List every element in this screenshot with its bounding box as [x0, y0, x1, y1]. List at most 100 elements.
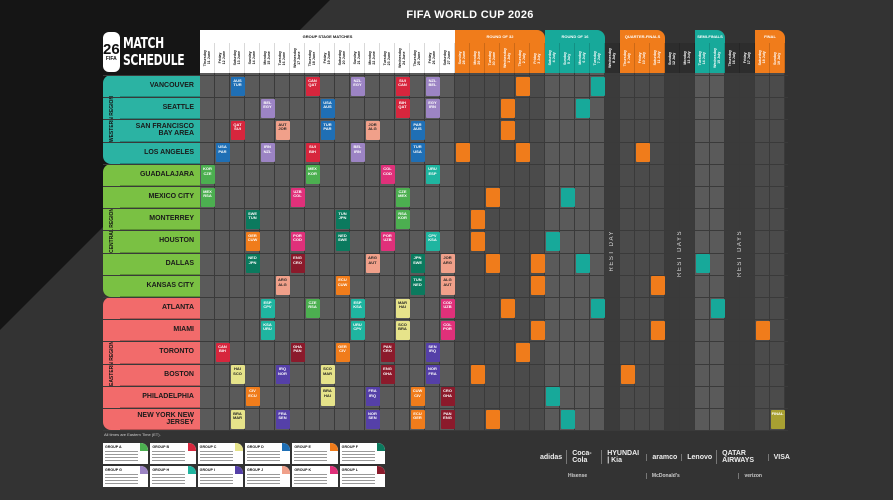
- match-cell[interactable]: [755, 320, 770, 340]
- match-cell[interactable]: IRN NZL: [260, 143, 275, 163]
- match-cell[interactable]: JOR ALG: [365, 121, 380, 140]
- match-cell[interactable]: MAR HAI: [395, 298, 410, 318]
- match-cell[interactable]: CRO GHA: [440, 387, 455, 407]
- match-cell[interactable]: MEX RSA: [200, 187, 215, 207]
- match-cell[interactable]: MEX KOR: [305, 165, 320, 185]
- match-cell[interactable]: [560, 409, 575, 429]
- match-cell[interactable]: [710, 298, 725, 318]
- match-cell[interactable]: COD UZB: [440, 298, 455, 318]
- match-cell[interactable]: ESP CPV: [260, 298, 275, 318]
- match-cell[interactable]: [470, 365, 485, 385]
- match-cell[interactable]: [590, 76, 605, 96]
- match-cell[interactable]: [470, 232, 485, 251]
- match-cell[interactable]: SCO MAR: [320, 365, 335, 385]
- match-cell[interactable]: QAT SUI: [230, 121, 245, 140]
- match-cell[interactable]: [530, 254, 545, 274]
- match-cell[interactable]: TUN NED: [410, 276, 425, 296]
- match-cell[interactable]: IRQ NOR: [275, 365, 290, 385]
- match-cell[interactable]: [485, 254, 500, 274]
- match-cell[interactable]: FRA SEN: [275, 409, 290, 429]
- match-cell[interactable]: AUS TUR: [230, 76, 245, 96]
- match-cell[interactable]: [575, 98, 590, 118]
- match-cell[interactable]: USA PAR: [215, 143, 230, 163]
- match-cell[interactable]: TUR USA: [410, 143, 425, 163]
- match-cell[interactable]: [515, 76, 530, 96]
- match-cell[interactable]: BIH QAT: [395, 98, 410, 118]
- match-cell[interactable]: ARG ALG: [275, 276, 290, 296]
- match-cell[interactable]: CAN QAT: [305, 76, 320, 96]
- match-cell[interactable]: FRA IRQ: [365, 387, 380, 407]
- match-cell[interactable]: JOR ARG: [440, 254, 455, 274]
- match-cell[interactable]: ARG AUT: [365, 254, 380, 274]
- match-cell[interactable]: JPN SWE: [410, 254, 425, 274]
- match-cell[interactable]: URU CPV: [350, 320, 365, 340]
- match-cell[interactable]: CAN BIH: [215, 343, 230, 362]
- match-cell[interactable]: NOR FRA: [425, 365, 440, 385]
- match-cell[interactable]: [530, 320, 545, 340]
- match-cell[interactable]: CZE RSA: [305, 298, 320, 318]
- match-cell[interactable]: GHA PAN: [290, 343, 305, 362]
- match-cell[interactable]: BRA MAR: [230, 409, 245, 429]
- match-cell[interactable]: [650, 320, 665, 340]
- match-cell[interactable]: ECU GER: [410, 409, 425, 429]
- match-cell[interactable]: [620, 365, 635, 385]
- match-cell[interactable]: GER CIV: [335, 343, 350, 362]
- match-cell[interactable]: ESP KSA: [350, 298, 365, 318]
- match-cell[interactable]: USA AUS: [320, 98, 335, 118]
- match-cell[interactable]: [455, 143, 470, 163]
- match-cell[interactable]: RSA KOR: [395, 209, 410, 229]
- match-cell[interactable]: HAI SCO: [230, 365, 245, 385]
- match-cell[interactable]: BEL IRN: [350, 143, 365, 163]
- match-cell[interactable]: [470, 209, 485, 229]
- match-cell[interactable]: KOR CZE: [200, 165, 215, 185]
- match-cell[interactable]: CIV ECU: [245, 387, 260, 407]
- match-cell[interactable]: NED SWE: [335, 232, 350, 251]
- match-cell[interactable]: TUR PAR: [320, 121, 335, 140]
- match-cell[interactable]: COL POR: [440, 320, 455, 340]
- match-cell[interactable]: [545, 387, 560, 407]
- match-cell[interactable]: [650, 276, 665, 296]
- match-cell[interactable]: EGY IRN: [425, 98, 440, 118]
- match-cell[interactable]: ENG GHA: [380, 365, 395, 385]
- match-cell[interactable]: [575, 254, 590, 274]
- match-cell[interactable]: SUI CAN: [395, 76, 410, 96]
- match-cell[interactable]: CPV KSA: [425, 232, 440, 251]
- match-cell[interactable]: PAN ENG: [440, 409, 455, 429]
- match-cell[interactable]: ENG CRO: [290, 254, 305, 274]
- match-cell[interactable]: SCO BRA: [395, 320, 410, 340]
- match-cell[interactable]: [485, 409, 500, 429]
- match-cell[interactable]: [515, 143, 530, 163]
- match-cell[interactable]: NOR SEN: [365, 409, 380, 429]
- match-cell[interactable]: SEN IRQ: [425, 343, 440, 362]
- match-cell[interactable]: ECU CUW: [335, 276, 350, 296]
- match-cell[interactable]: CZE MEX: [395, 187, 410, 207]
- match-cell[interactable]: PAN CRO: [380, 343, 395, 362]
- match-cell[interactable]: COL COD: [380, 165, 395, 185]
- match-cell[interactable]: GER CUW: [245, 232, 260, 251]
- match-cell[interactable]: NED JPN: [245, 254, 260, 274]
- match-cell[interactable]: TUN JPN: [335, 209, 350, 229]
- match-cell[interactable]: SUI BIH: [305, 143, 320, 163]
- match-cell[interactable]: PAR AUS: [410, 121, 425, 140]
- match-cell[interactable]: CUW CIV: [410, 387, 425, 407]
- match-cell[interactable]: [500, 121, 515, 140]
- match-cell[interactable]: BRA HAI: [320, 387, 335, 407]
- match-cell[interactable]: [590, 298, 605, 318]
- match-cell[interactable]: KSA URU: [260, 320, 275, 340]
- match-cell[interactable]: AUT JOR: [275, 121, 290, 140]
- match-cell[interactable]: FINAL: [770, 409, 785, 429]
- match-cell[interactable]: NZL EGY: [350, 76, 365, 96]
- match-cell[interactable]: [635, 143, 650, 163]
- match-cell[interactable]: ALG AUT: [440, 276, 455, 296]
- match-cell[interactable]: [530, 276, 545, 296]
- match-cell[interactable]: [485, 187, 500, 207]
- match-cell[interactable]: BEL EGY: [260, 98, 275, 118]
- match-cell[interactable]: [695, 254, 710, 274]
- match-cell[interactable]: [560, 187, 575, 207]
- match-cell[interactable]: NZL BEL: [425, 76, 440, 96]
- match-cell[interactable]: [500, 298, 515, 318]
- match-cell[interactable]: URU ESP: [425, 165, 440, 185]
- match-cell[interactable]: [500, 98, 515, 118]
- match-cell[interactable]: SWE TUN: [245, 209, 260, 229]
- match-cell[interactable]: UZB COL: [290, 187, 305, 207]
